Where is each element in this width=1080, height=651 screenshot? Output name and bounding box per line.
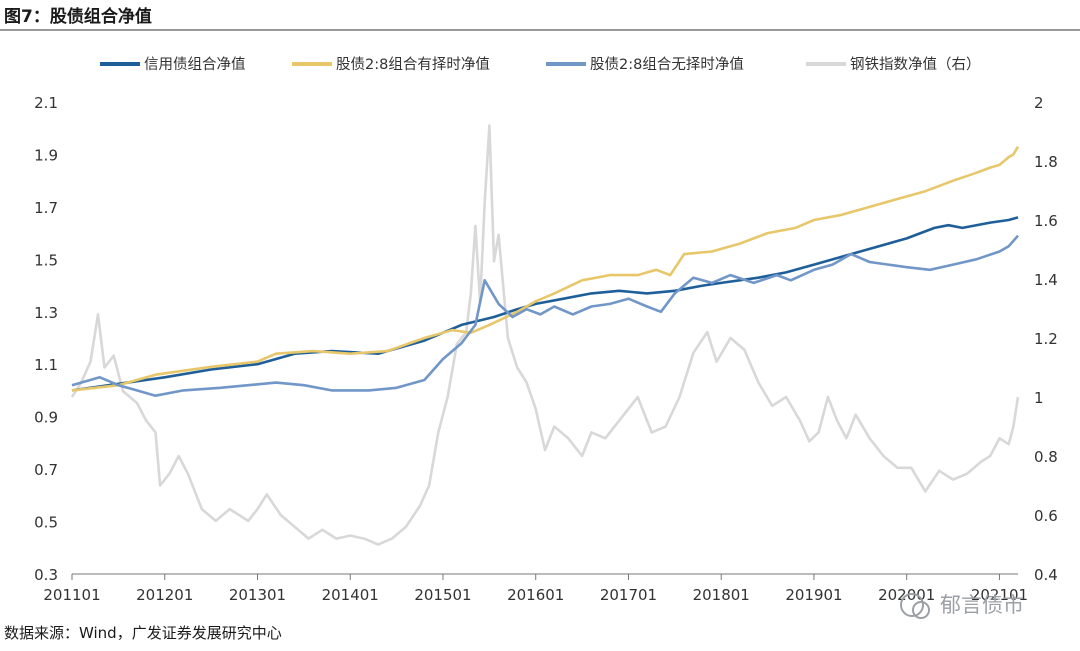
- y-right-tick-label: 0.8: [1034, 448, 1058, 466]
- legend: 信用债组合净值 股债2:8组合有择时净值 股债2:8组合无择时净值 钢铁指数净值（右）: [100, 56, 981, 73]
- x-tick-label: 201301: [229, 586, 286, 604]
- y-right-tick-label: 1.4: [1034, 271, 1058, 289]
- series-line-3: [70, 124, 1020, 546]
- title-divider: [0, 29, 1080, 31]
- x-tick-label: 201101: [43, 586, 100, 604]
- x-tick-label: 201201: [136, 586, 193, 604]
- axes-layer: 201101 201201 201301 201401 201501 201601 2017…: [34, 94, 1058, 604]
- watermark: 郁言债市: [900, 593, 1024, 619]
- y-left-tick-label: 0.5: [34, 514, 58, 532]
- y-left-tick-label: 0.9: [34, 409, 58, 427]
- y-right-tick-label: 0.6: [1034, 507, 1058, 525]
- x-tick-label: 201401: [322, 586, 379, 604]
- x-tick-label: 201701: [600, 586, 657, 604]
- y-right-tick-label: 1.8: [1034, 153, 1058, 171]
- y-left-tick-label: 0.7: [34, 461, 58, 479]
- y-left-tick-label: 1.7: [34, 199, 58, 217]
- y-left-tick-label: 1.1: [34, 356, 58, 374]
- x-tick-label: 201501: [414, 586, 471, 604]
- y-left-tick-label: 2.1: [34, 94, 58, 112]
- y-right-tick-label: 1.2: [1034, 330, 1058, 348]
- series-line-2: [71, 234, 1019, 397]
- figure-title: 图7：股债组合净值: [4, 7, 152, 27]
- y-right-tick-label: 1: [1034, 389, 1044, 407]
- x-tick-label: 201801: [693, 586, 750, 604]
- x-tick-label: 201601: [507, 586, 564, 604]
- legend-label-0: 信用债组合净值: [144, 56, 246, 73]
- y-right-tick-label: 0.4: [1034, 566, 1058, 584]
- x-tick-label: 202101: [971, 586, 1028, 604]
- y-right-tick-label: 1.6: [1034, 212, 1058, 230]
- source-note: 数据来源：Wind，广发证券发展研究中心: [4, 624, 282, 642]
- y-left-tick-label: 1.3: [34, 304, 58, 322]
- y-left-tick-label: 0.3: [34, 566, 58, 584]
- series-line-1: [71, 145, 1020, 392]
- watermark-text: 郁言债市: [940, 593, 1024, 617]
- y-left-tick-label: 1.5: [34, 251, 58, 269]
- series-layer: [70, 124, 1020, 546]
- series-line-0: [71, 216, 1019, 392]
- legend-label-3: 钢铁指数净值（右）: [850, 56, 981, 73]
- x-tick-label: 201901: [785, 586, 842, 604]
- y-left-tick-label: 1.9: [34, 146, 58, 164]
- legend-label-1: 股债2:8组合有择时净值: [336, 56, 490, 73]
- wechat-icon: [900, 593, 924, 617]
- wechat-icon-bubble: [912, 601, 930, 619]
- legend-label-2: 股债2:8组合无择时净值: [590, 56, 744, 73]
- y-right-tick-label: 2: [1034, 94, 1044, 112]
